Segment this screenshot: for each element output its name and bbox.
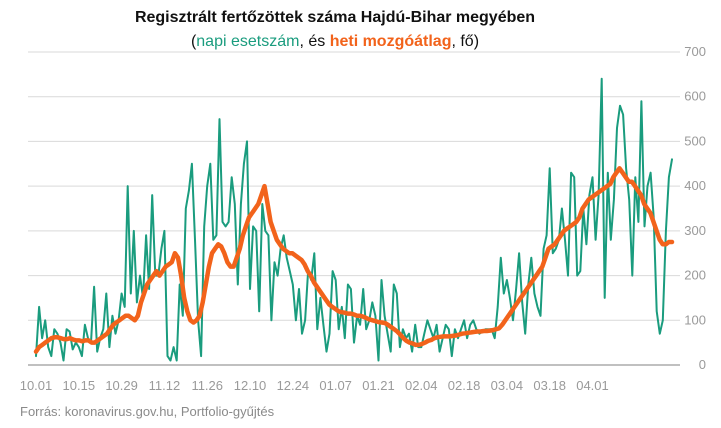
daily-cases-line (35, 77, 673, 362)
y-tick-label: 600 (684, 89, 706, 104)
y-tick-label: 300 (684, 223, 706, 238)
y-tick-label: 200 (684, 268, 706, 283)
x-tick-label: 01.07 (319, 378, 352, 393)
x-tick-label: 11.12 (149, 378, 181, 393)
x-tick-label: 10.29 (105, 378, 138, 393)
y-tick-label: 500 (684, 133, 706, 148)
y-tick-label: 700 (684, 44, 706, 59)
x-tick-label: 12.24 (277, 378, 310, 393)
source-note: Forrás: koronavirus.gov.hu, Portfolio-gy… (20, 404, 275, 419)
subtitle-close: , fő) (451, 33, 479, 50)
y-tick-label: 100 (684, 312, 706, 327)
y-tick-label: 400 (684, 178, 706, 193)
series-group (33, 77, 675, 362)
y-tick-label: 0 (699, 357, 706, 372)
chart-title: Regisztrált fertőzöttek száma Hajdú-Biha… (135, 9, 535, 26)
x-tick-label: 04.01 (576, 378, 609, 393)
x-tick-label: 11.26 (191, 378, 223, 393)
subtitle-avg-label: heti mozgóátlag (330, 33, 452, 50)
x-tick-label: 10.01 (20, 378, 53, 393)
x-tick-label: 12.10 (234, 378, 267, 393)
x-tick-label: 10.15 (63, 378, 96, 393)
x-tick-label: 02.04 (405, 378, 438, 393)
y-axis-ticks: 0 100 200 300 400 500 600 700 (684, 44, 706, 372)
x-tick-label: 01.21 (362, 378, 395, 393)
subtitle-mid: , és (299, 33, 329, 50)
subtitle-daily-label: napi esetszám (196, 33, 299, 50)
moving-average-line (33, 166, 675, 354)
x-tick-label: 02.18 (448, 378, 481, 393)
chart-subtitle: (napi esetszám, és heti mozgóátlag, fő) (191, 33, 479, 50)
x-axis-ticks: 10.01 10.15 10.29 11.12 11.26 12.10 12.24 01.07… (20, 378, 609, 393)
x-tick-label: 03.18 (533, 378, 566, 393)
subtitle-open: ( (191, 33, 197, 50)
x-tick-label: 03.04 (491, 378, 524, 393)
